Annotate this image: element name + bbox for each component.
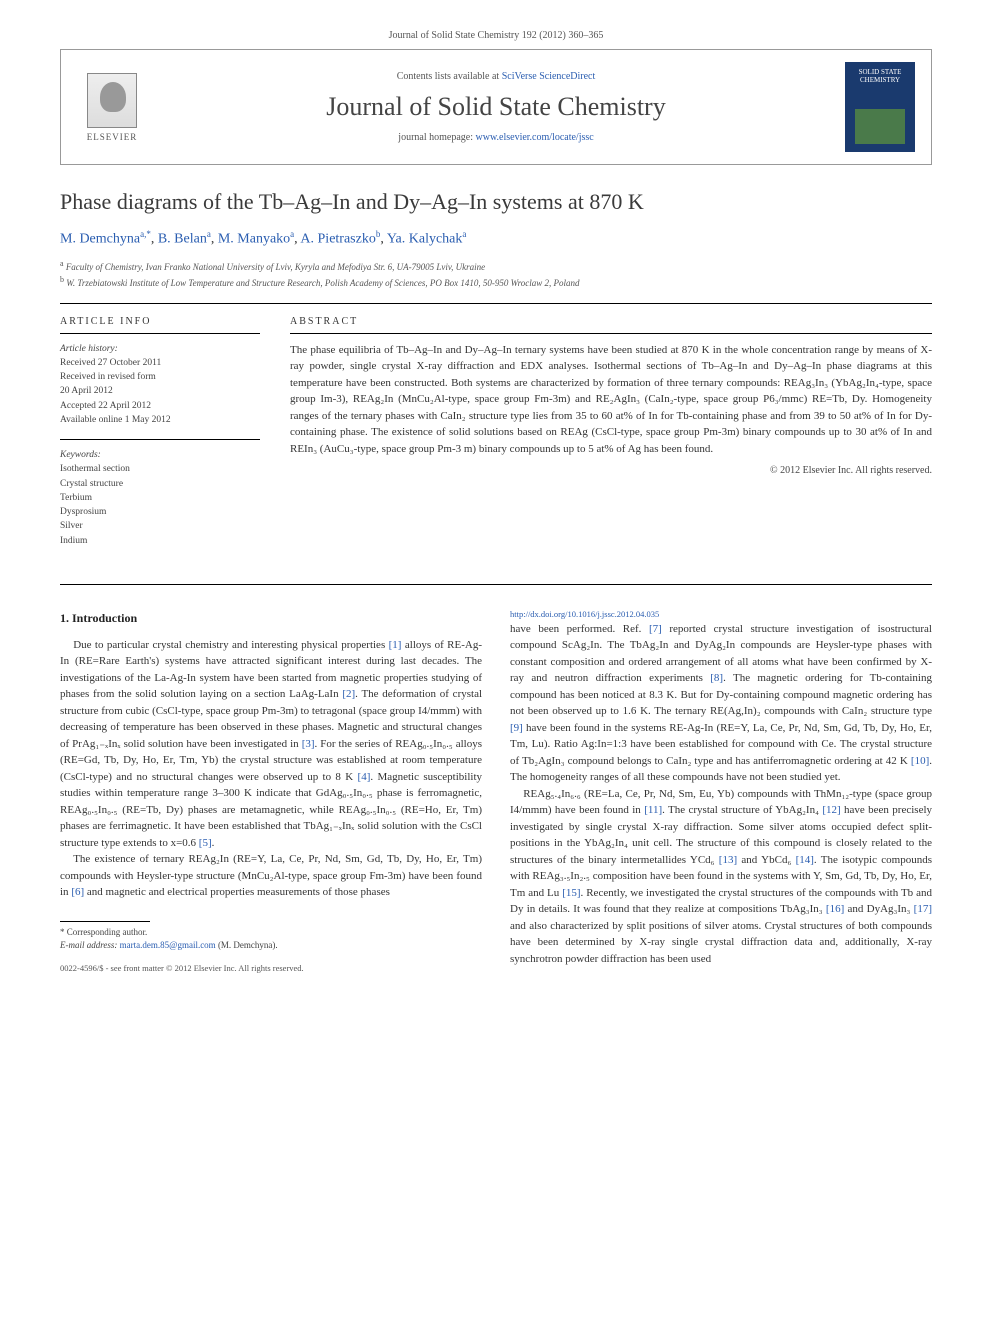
- ref-13[interactable]: [13]: [719, 854, 737, 866]
- ref-9[interactable]: [9]: [510, 722, 523, 734]
- divider-full: [60, 584, 932, 585]
- keyword-6: Indium: [60, 536, 87, 546]
- divider: [60, 303, 932, 304]
- keywords-label: Keywords:: [60, 450, 101, 460]
- abstract-text: The phase equilibria of Tb–Ag–In and Dy–…: [290, 342, 932, 458]
- journal-name: Journal of Solid State Chemistry: [147, 92, 845, 122]
- ref-17[interactable]: [17]: [914, 903, 932, 915]
- ref-7[interactable]: [7]: [649, 623, 662, 635]
- authors: M. Demchynaa,*, B. Belana, M. Manyakoa, …: [60, 229, 932, 248]
- ref-11[interactable]: [11]: [644, 804, 662, 816]
- author-2-sup: a: [207, 229, 211, 239]
- elsevier-label: ELSEVIER: [87, 132, 138, 142]
- history-2: Received in revised form: [60, 372, 156, 382]
- author-3-sup: a: [290, 229, 294, 239]
- corresponding-author: * Corresponding author.: [60, 926, 482, 939]
- article-info-heading: ARTICLE INFO: [60, 316, 260, 327]
- section-1-heading: 1. Introduction: [60, 609, 482, 627]
- history-4: Accepted 22 April 2012: [60, 401, 151, 411]
- abstract-copyright: © 2012 Elsevier Inc. All rights reserved…: [290, 465, 932, 476]
- ref-2[interactable]: [2]: [342, 688, 355, 700]
- ref-1[interactable]: [1]: [389, 639, 402, 651]
- ref-6[interactable]: [6]: [71, 886, 84, 898]
- keyword-4: Dysprosium: [60, 507, 106, 517]
- ref-16[interactable]: [16]: [826, 903, 844, 915]
- keywords-block: Keywords: Isothermal section Crystal str…: [60, 448, 260, 548]
- article-history: Article history: Received 27 October 201…: [60, 342, 260, 428]
- keyword-1: Isothermal section: [60, 464, 130, 474]
- keyword-3: Terbium: [60, 493, 92, 503]
- ref-12[interactable]: [12]: [822, 804, 840, 816]
- author-1[interactable]: M. Demchyna: [60, 232, 140, 247]
- email-label: E-mail address:: [60, 940, 120, 950]
- footnote: * Corresponding author. E-mail address: …: [60, 926, 482, 951]
- author-2[interactable]: B. Belan: [158, 232, 207, 247]
- homepage-pre: journal homepage:: [398, 132, 475, 143]
- abstract: ABSTRACT The phase equilibria of Tb–Ag–I…: [290, 316, 932, 560]
- elsevier-tree-icon: [87, 73, 137, 128]
- history-label: Article history:: [60, 344, 118, 354]
- history-3: 20 April 2012: [60, 386, 113, 396]
- email-name: (M. Demchyna).: [218, 940, 278, 950]
- body-columns: 1. Introduction Due to particular crysta…: [60, 609, 932, 975]
- article-info: ARTICLE INFO Article history: Received 2…: [60, 316, 260, 560]
- ref-5[interactable]: [5]: [199, 837, 212, 849]
- ref-10[interactable]: [10]: [911, 755, 929, 767]
- history-1: Received 27 October 2011: [60, 358, 161, 368]
- email-link[interactable]: marta.dem.85@gmail.com: [120, 940, 216, 950]
- author-5-sup: a: [462, 229, 466, 239]
- author-5[interactable]: Ya. Kalychak: [387, 232, 463, 247]
- issn-line: 0022-4596/$ - see front matter © 2012 El…: [60, 963, 482, 975]
- contents-pre: Contents lists available at: [397, 71, 502, 82]
- elsevier-logo: ELSEVIER: [77, 67, 147, 147]
- keyword-5: Silver: [60, 521, 83, 531]
- sciencedirect-link[interactable]: SciVerse ScienceDirect: [502, 71, 596, 82]
- journal-cover-icon: SOLID STATE CHEMISTRY: [845, 62, 915, 152]
- doi-link[interactable]: http://dx.doi.org/10.1016/j.jssc.2012.04…: [510, 609, 659, 619]
- body-p3: have been performed. Ref. [7] reported c…: [510, 621, 932, 786]
- ref-8[interactable]: [8]: [710, 672, 723, 684]
- affiliation-b: W. Trzebiatowski Institute of Low Temper…: [66, 278, 579, 288]
- homepage-line: journal homepage: www.elsevier.com/locat…: [147, 132, 845, 143]
- journal-ref-top: Journal of Solid State Chemistry 192 (20…: [60, 30, 932, 41]
- article-title: Phase diagrams of the Tb–Ag–In and Dy–Ag…: [60, 189, 932, 215]
- affiliation-a: Faculty of Chemistry, Ivan Franko Nation…: [66, 262, 485, 272]
- author-4[interactable]: A. Pietraszko: [300, 232, 375, 247]
- ref-15[interactable]: [15]: [562, 887, 580, 899]
- ref-4[interactable]: [4]: [358, 771, 371, 783]
- journal-header: ELSEVIER Contents lists available at Sci…: [60, 49, 932, 165]
- keyword-2: Crystal structure: [60, 479, 123, 489]
- ref-14[interactable]: [14]: [796, 854, 814, 866]
- contents-line: Contents lists available at SciVerse Sci…: [147, 71, 845, 82]
- abstract-heading: ABSTRACT: [290, 316, 932, 327]
- footnote-separator: [60, 921, 150, 922]
- body-p4: REAg₅.₄In₆.₆ (RE=La, Ce, Pr, Nd, Sm, Eu,…: [510, 786, 932, 968]
- ref-3[interactable]: [3]: [302, 738, 315, 750]
- body-p2: The existence of ternary REAg₂In (RE=Y, …: [60, 851, 482, 901]
- author-3[interactable]: M. Manyako: [218, 232, 290, 247]
- author-1-sup: a,*: [140, 229, 151, 239]
- author-4-sup: b: [376, 229, 381, 239]
- history-5: Available online 1 May 2012: [60, 415, 171, 425]
- affiliations: a Faculty of Chemistry, Ivan Franko Nati…: [60, 258, 932, 291]
- homepage-link[interactable]: www.elsevier.com/locate/jssc: [476, 132, 594, 143]
- body-p1: Due to particular crystal chemistry and …: [60, 637, 482, 852]
